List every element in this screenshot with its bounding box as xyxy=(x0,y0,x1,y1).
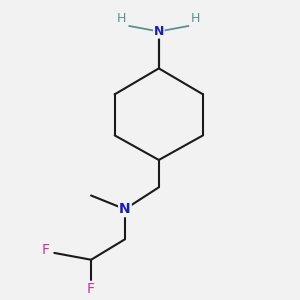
Text: N: N xyxy=(154,25,164,38)
Text: H: H xyxy=(191,12,201,25)
Text: F: F xyxy=(42,243,50,257)
Text: H: H xyxy=(117,12,126,25)
Text: N: N xyxy=(119,202,131,216)
Text: F: F xyxy=(87,282,95,296)
